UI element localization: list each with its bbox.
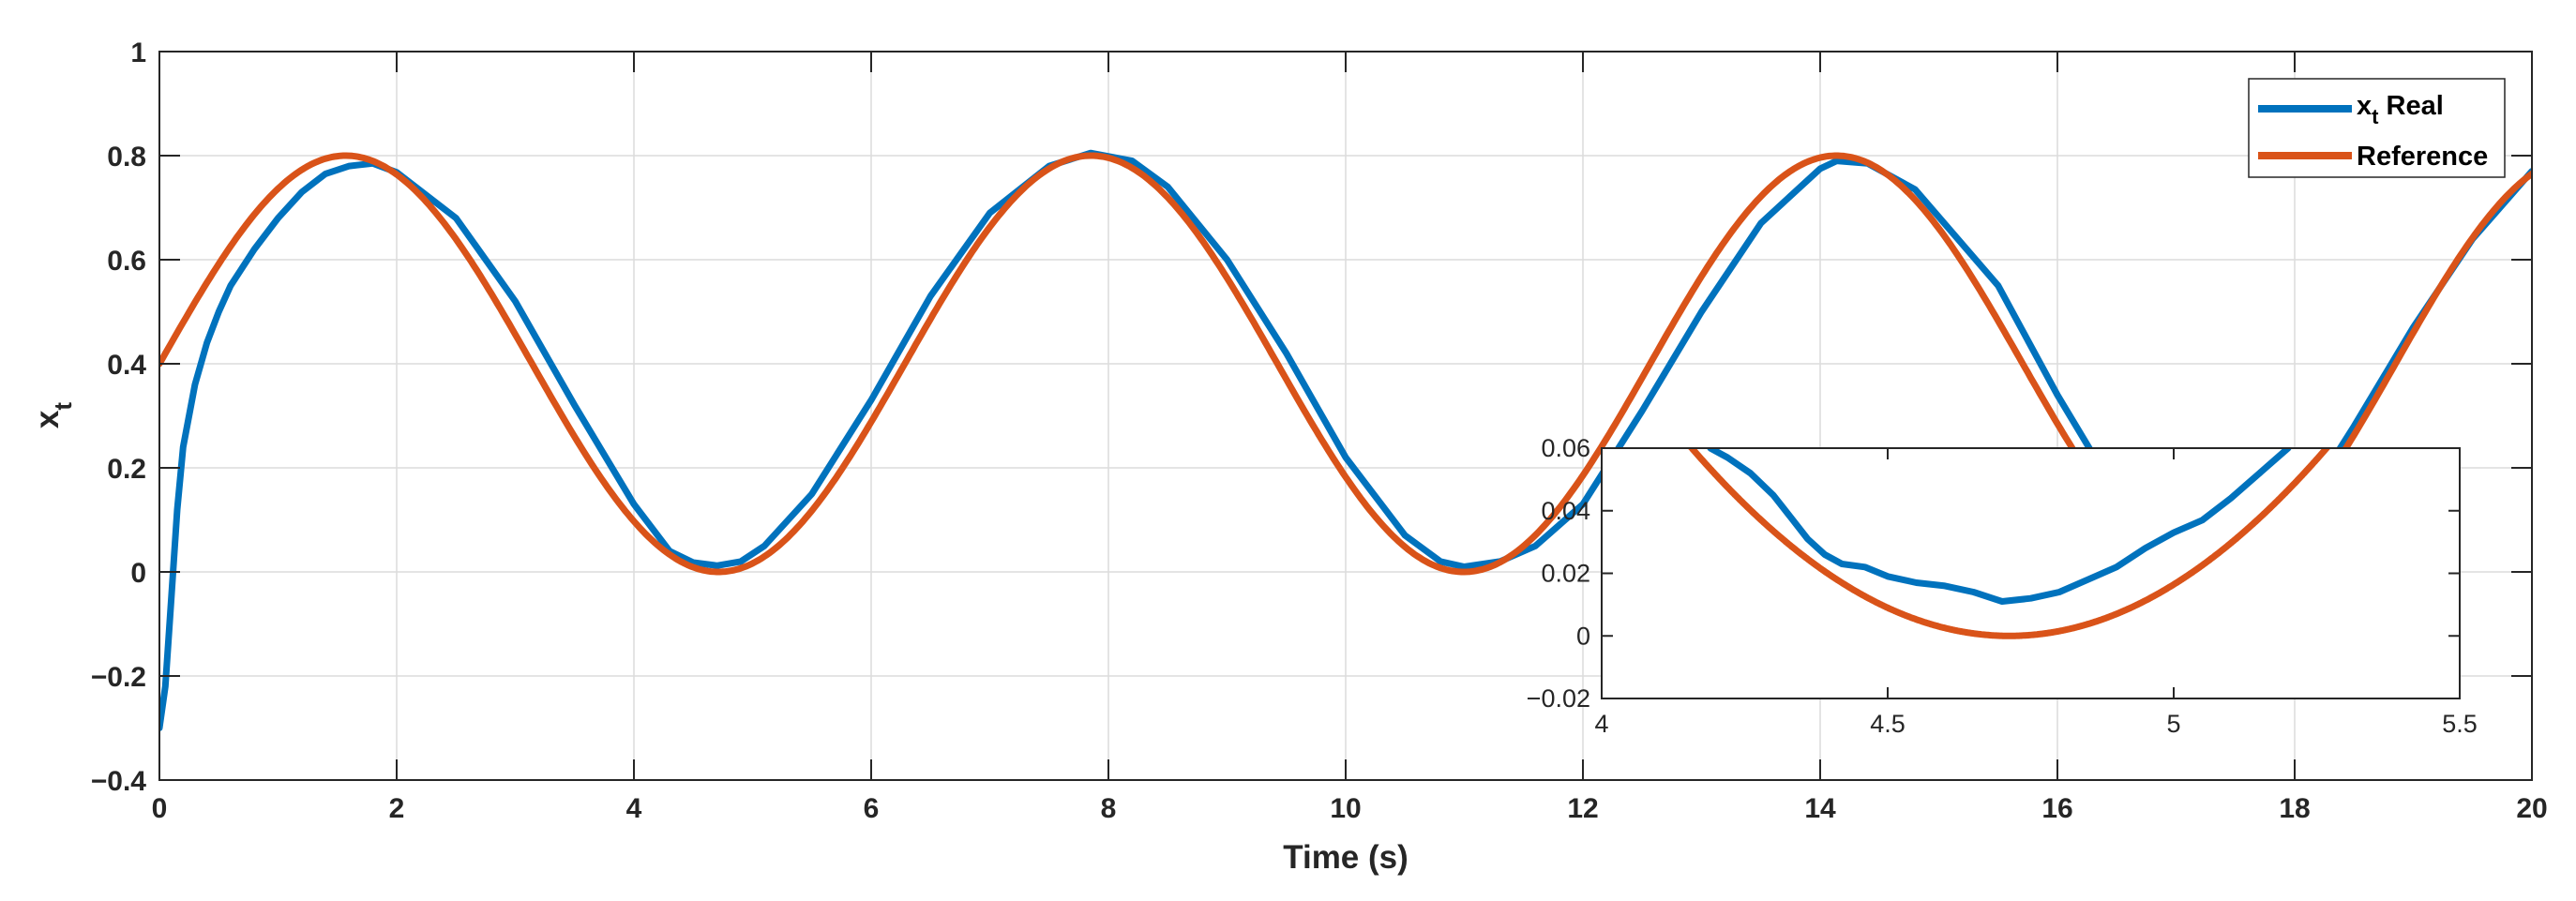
y-axis-label: xt [29, 402, 77, 428]
y-tick-label: 0.2 [107, 454, 146, 485]
x-axis-label: Time (s) [1283, 839, 1409, 876]
x-tick-label: 6 [864, 793, 880, 824]
inset-series [1687, 448, 2331, 639]
y-tick-label: 0.4 [107, 350, 146, 381]
y-tick-label: 0.04 [1541, 497, 1590, 525]
x-tick-label: 4 [1594, 710, 1608, 738]
y-tick-label: 0.02 [1541, 560, 1590, 588]
x-tick-label: 4 [626, 793, 642, 824]
inset-plot-area [1602, 448, 2460, 698]
legend-label-reference: Reference [2357, 142, 2488, 172]
x-tick-label: 14 [1804, 793, 1836, 824]
x-tick-label: 5.5 [2442, 710, 2478, 738]
y-tick-label: 0.6 [107, 246, 146, 277]
y-tick-label: −0.4 [91, 766, 147, 797]
inset-x-tick-labels: 4 4.5 5 5.5 [1594, 710, 2477, 738]
y-tick-label: −0.02 [1527, 684, 1590, 713]
legend: xt Real Reference [2248, 78, 2506, 178]
x-tick-label: 20 [2516, 793, 2547, 824]
main-axes: 0 2 4 6 8 10 12 14 16 18 20 −0.4 −0.2 0 0.2 0.4 0.6 0.8 1 [91, 38, 2548, 824]
y-tick-label: 0 [130, 558, 146, 589]
x-tick-label: 2 [389, 793, 405, 824]
x-tick-label: 18 [2279, 793, 2310, 824]
x-tick-label: 16 [2041, 793, 2072, 824]
main-x-tick-labels: 0 2 4 6 8 10 12 14 16 18 20 [152, 793, 2548, 824]
y-tick-label: 0.8 [107, 142, 146, 173]
x-tick-label: 8 [1101, 793, 1117, 824]
legend-box [2248, 78, 2506, 178]
x-tick-label: 5 [2166, 710, 2180, 738]
x-tick-label: 4.5 [1870, 710, 1906, 738]
y-tick-label: 1 [130, 38, 146, 68]
main-ticks [158, 51, 2533, 781]
series-line-reference [1687, 448, 2331, 639]
x-tick-label: 10 [1330, 793, 1361, 824]
x-tick-label: 12 [1567, 793, 1598, 824]
inset-y-tick-labels: −0.02 0 0.02 0.04 0.06 [1527, 434, 1590, 713]
inset-ticks [1601, 447, 2461, 699]
x-tick-label: 0 [152, 793, 168, 824]
legend-label-real: xt Real [2357, 91, 2444, 128]
y-tick-label: −0.2 [91, 662, 146, 693]
y-tick-label: 0 [1576, 622, 1590, 650]
y-tick-label: 0.06 [1541, 434, 1590, 462]
main-y-tick-labels: −0.4 −0.2 0 0.2 0.4 0.6 0.8 1 [91, 38, 147, 797]
inset-axes: 4 4.5 5 5.5 −0.02 0 0.02 0.04 0.06 [1527, 434, 2478, 738]
series-line-real [1707, 448, 2292, 605]
